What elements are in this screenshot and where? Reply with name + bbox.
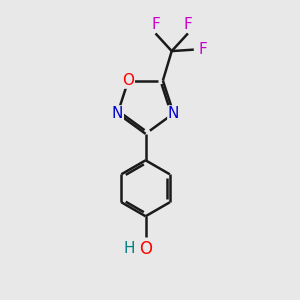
Text: N: N [168,106,179,121]
Text: N: N [112,106,123,121]
Text: O: O [139,240,152,258]
Text: F: F [184,17,192,32]
Text: H: H [124,241,135,256]
Text: F: F [151,17,160,32]
Text: F: F [198,42,207,57]
Text: O: O [122,73,134,88]
